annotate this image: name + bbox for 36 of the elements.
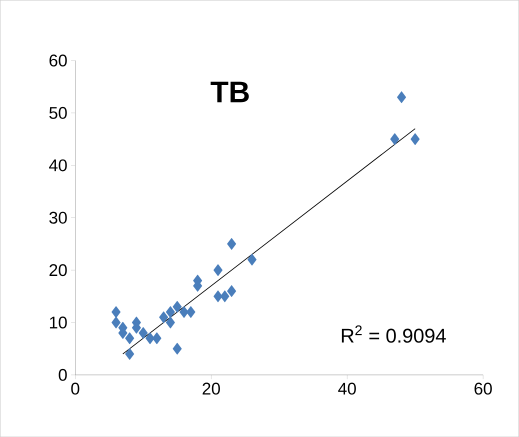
point — [152, 332, 162, 344]
point — [112, 316, 121, 328]
point — [214, 290, 223, 302]
x-tick-label: 40 — [338, 382, 356, 395]
point — [112, 306, 121, 318]
point — [390, 133, 400, 145]
x-tick-label: 60 — [474, 382, 492, 395]
y-tick-label: 40 — [49, 159, 67, 172]
point — [410, 133, 420, 145]
y-tick-label: 10 — [50, 316, 67, 328]
point — [125, 348, 134, 360]
y-tick-label: 50 — [49, 106, 67, 119]
point — [172, 300, 182, 313]
annotation: R$^{2}$ = 0.9094 — [342, 325, 446, 343]
point — [166, 306, 175, 318]
point — [186, 306, 196, 318]
point — [247, 254, 257, 266]
point — [146, 332, 155, 344]
point — [125, 332, 134, 344]
y-tick-label: 30 — [49, 212, 67, 224]
x-tick-label: 20 — [202, 382, 220, 395]
point — [180, 306, 189, 318]
point — [159, 311, 168, 324]
point — [227, 238, 236, 250]
point — [397, 91, 406, 104]
y-tick-label: 0 — [58, 368, 67, 381]
point — [227, 285, 236, 297]
y-tick-label: 20 — [50, 264, 67, 276]
point — [220, 290, 230, 302]
x-tick-label: 0 — [71, 382, 80, 395]
text: TB — [210, 82, 249, 102]
point — [166, 316, 175, 328]
point — [214, 264, 223, 276]
y-tick-label: 60 — [50, 54, 67, 66]
point — [138, 327, 148, 339]
point — [172, 342, 182, 355]
